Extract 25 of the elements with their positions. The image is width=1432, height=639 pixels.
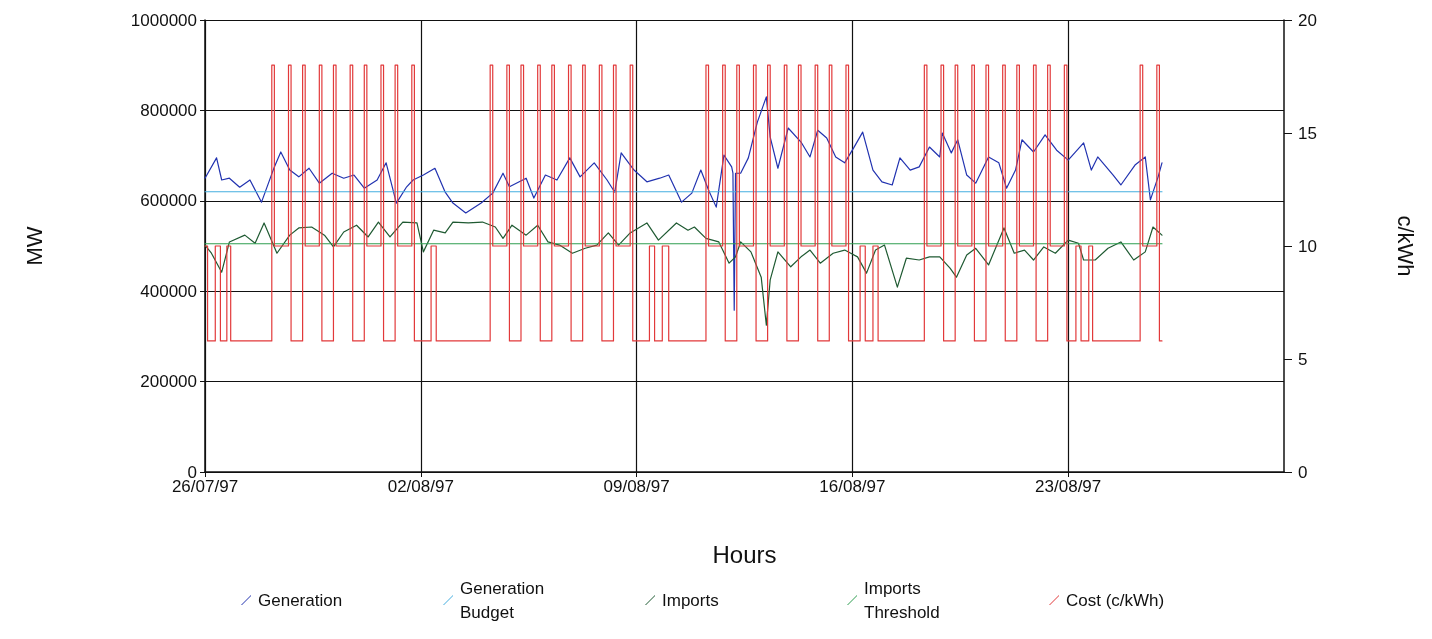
legend-label: Imports Threshold (864, 578, 940, 622)
y-tick-label: 400000 (140, 281, 197, 301)
legend-label: Generation Budget (460, 578, 549, 622)
x-axis-title: Hours (712, 540, 777, 568)
line-series (204, 221, 1163, 326)
legend-label: Imports (662, 590, 719, 610)
y-tick-label: 600000 (140, 191, 197, 211)
y-tick-label: 200000 (140, 372, 197, 392)
y2-axis-title: c/kWh (1392, 215, 1418, 277)
x-tick-label: 16/08/97 (819, 477, 886, 496)
y2-tick-label: 15 (1298, 123, 1317, 143)
x-tick-label: 26/07/97 (171, 477, 239, 496)
y2-tick-label: 5 (1298, 349, 1308, 369)
y2-tick-label: 20 (1298, 10, 1317, 30)
x-tick-label: 02/08/97 (387, 477, 454, 496)
y2-tick-label: 10 (1298, 236, 1317, 256)
legend-label: Cost (c/kWh) (1066, 590, 1165, 610)
y2-tick-label: 0 (1298, 462, 1308, 482)
x-tick-label: 23/08/97 (1035, 477, 1102, 496)
y-tick-label: 1000000 (130, 10, 197, 30)
y-tick-label: 800000 (140, 100, 197, 120)
line-series (204, 96, 1163, 311)
x-tick-label: 09/08/97 (603, 477, 670, 496)
legend-label: Generation (258, 590, 343, 610)
y-axis-title: MW (21, 226, 47, 266)
